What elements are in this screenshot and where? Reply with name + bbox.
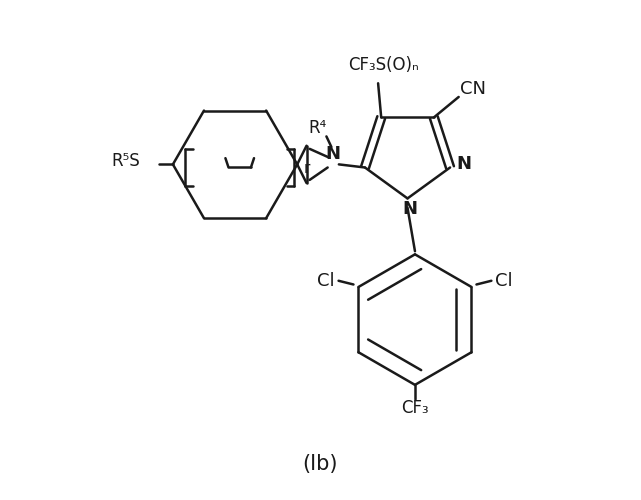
Text: N: N <box>325 145 340 163</box>
Text: R⁵S: R⁵S <box>112 152 140 170</box>
Text: Cl: Cl <box>317 272 335 290</box>
Text: CN: CN <box>460 80 486 98</box>
Text: (Ib): (Ib) <box>303 454 338 474</box>
Text: Cl: Cl <box>495 272 513 290</box>
Text: CF₃S(O)ₙ: CF₃S(O)ₙ <box>347 56 419 74</box>
Text: CF₃: CF₃ <box>401 400 429 417</box>
Text: N: N <box>402 200 417 218</box>
Text: r: r <box>303 161 310 176</box>
Text: R⁴: R⁴ <box>308 120 326 138</box>
Text: N: N <box>456 156 471 174</box>
